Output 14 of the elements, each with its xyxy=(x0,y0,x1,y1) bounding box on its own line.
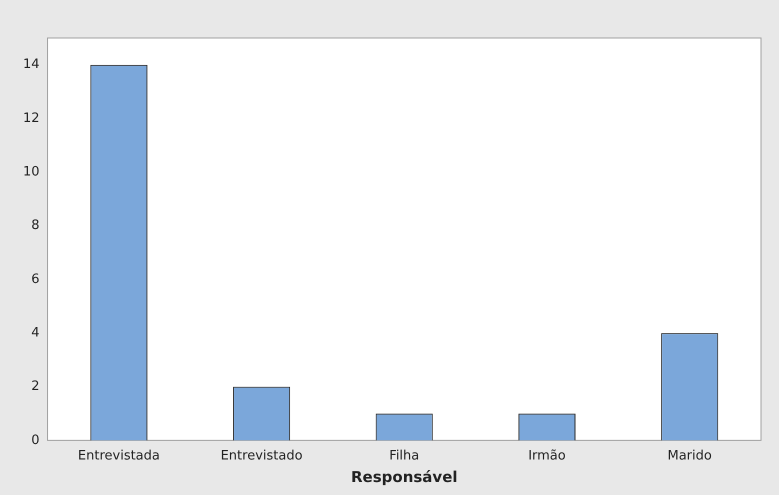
y-tick-label: 2 xyxy=(31,379,40,394)
y-tick-label: 10 xyxy=(22,164,40,180)
y-tick-label: 6 xyxy=(31,272,40,287)
x-tick-label: Entrevistado xyxy=(220,448,303,464)
x-axis-title: Responsável xyxy=(351,468,458,486)
y-tick-label: 14 xyxy=(22,57,40,72)
y-tick-label: 12 xyxy=(22,110,40,126)
x-tick-label: Marido xyxy=(667,448,712,464)
y-tick-label: 0 xyxy=(31,432,40,448)
x-tick-label: Entrevistada xyxy=(78,448,160,464)
y-tick-label: 4 xyxy=(31,325,40,340)
x-tick-label: Irmão xyxy=(528,448,566,464)
y-tick-label: 8 xyxy=(31,218,40,234)
x-tick-label: Filha xyxy=(389,448,420,464)
